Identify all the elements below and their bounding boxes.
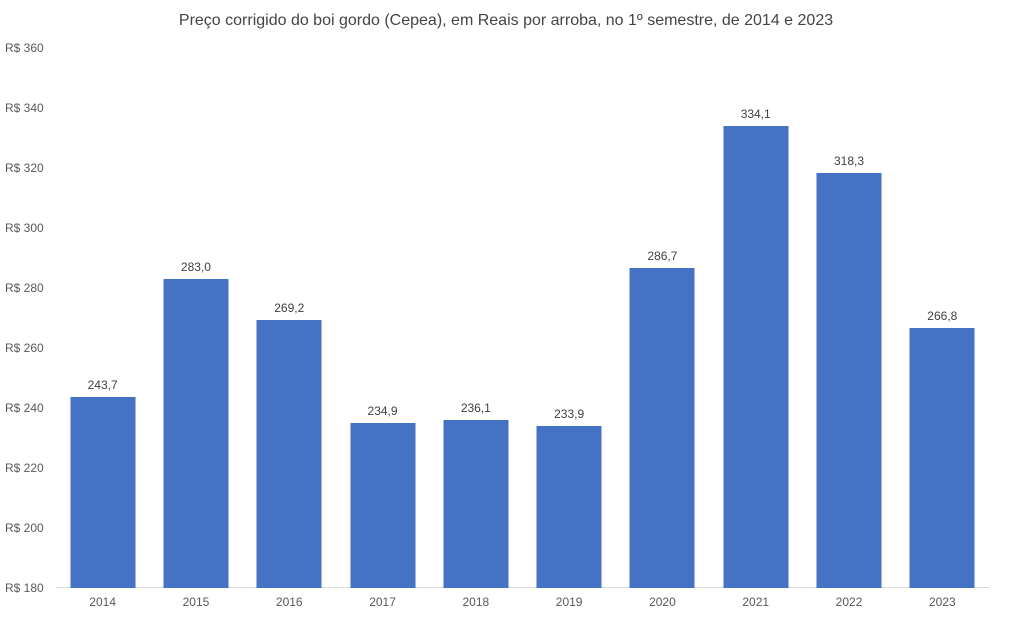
x-tick-label: 2023	[928, 595, 956, 609]
bar	[163, 279, 229, 588]
bar-value-label: 318,3	[834, 154, 865, 169]
bar	[629, 267, 695, 588]
y-tick-label: R$ 180	[5, 581, 44, 595]
bar	[443, 419, 509, 588]
bar	[256, 320, 322, 588]
y-tick-label: R$ 300	[5, 221, 44, 235]
bar-slot: 236,1 2018	[429, 48, 522, 609]
x-tick-label: 2016	[275, 595, 303, 609]
bar	[536, 426, 602, 588]
bar-value-label: 234,9	[367, 404, 398, 419]
bar-slot: 233,9 2019	[522, 48, 615, 609]
bar	[723, 125, 789, 588]
y-tick-label: R$ 240	[5, 401, 44, 415]
bar-value-label: 233,9	[554, 407, 585, 422]
x-tick-label: 2020	[649, 595, 676, 609]
bar-value-label: 243,7	[87, 377, 118, 392]
x-tick-label: 2022	[835, 595, 863, 609]
bar	[350, 423, 416, 588]
x-tick-label: 2014	[89, 595, 116, 609]
bar	[909, 327, 975, 588]
bar-slot: 234,9 2017	[336, 48, 429, 609]
bar-slot: 334,1 2021	[709, 48, 802, 609]
x-tick-label: 2018	[462, 595, 490, 609]
y-tick-label: R$ 320	[5, 161, 44, 175]
bar-value-label: 236,1	[460, 400, 491, 415]
bar-value-label: 269,2	[274, 301, 305, 316]
bar-slot: 266,8 2023	[896, 48, 989, 609]
y-tick-label: R$ 260	[5, 341, 44, 355]
x-axis-line	[56, 587, 989, 588]
x-tick-label: 2019	[555, 595, 583, 609]
bar	[70, 396, 136, 588]
bar-slot: 283,0 2015	[149, 48, 242, 609]
bar-slot: 243,7 2014	[56, 48, 149, 609]
chart-title: Preço corrigido do boi gordo (Cepea), em…	[178, 12, 834, 29]
bar	[816, 173, 882, 588]
bar-value-label: 283,0	[180, 260, 211, 274]
bar-slot: 318,3 2022	[802, 48, 895, 609]
y-tick-label: R$ 220	[5, 461, 44, 475]
y-tick-label: R$ 200	[5, 521, 44, 535]
y-tick-label: R$ 280	[5, 281, 44, 295]
bar-slot: 269,2 2016	[243, 48, 336, 609]
y-tick-label: R$ 340	[5, 101, 44, 115]
y-tick-label: R$ 360	[5, 41, 44, 55]
bar-value-label: 334,1	[740, 106, 771, 121]
plot-area: 243,7 2014 283,0 2015 269,2 2016 234,9 2017 236,…	[56, 48, 989, 609]
x-tick-label: 2017	[369, 595, 396, 609]
y-axis-tick-labels: R$ 180 R$ 200 R$ 220 R$ 240 R$ 260 R$ 280 R$ 3…	[5, 41, 55, 595]
bar-slot: 286,7 2020	[616, 48, 709, 609]
x-tick-label: 2015	[182, 595, 210, 609]
x-tick-label: 2021	[742, 595, 770, 609]
bar-value-label: 286,7	[647, 248, 678, 263]
bar-value-label: 266,8	[927, 308, 958, 323]
